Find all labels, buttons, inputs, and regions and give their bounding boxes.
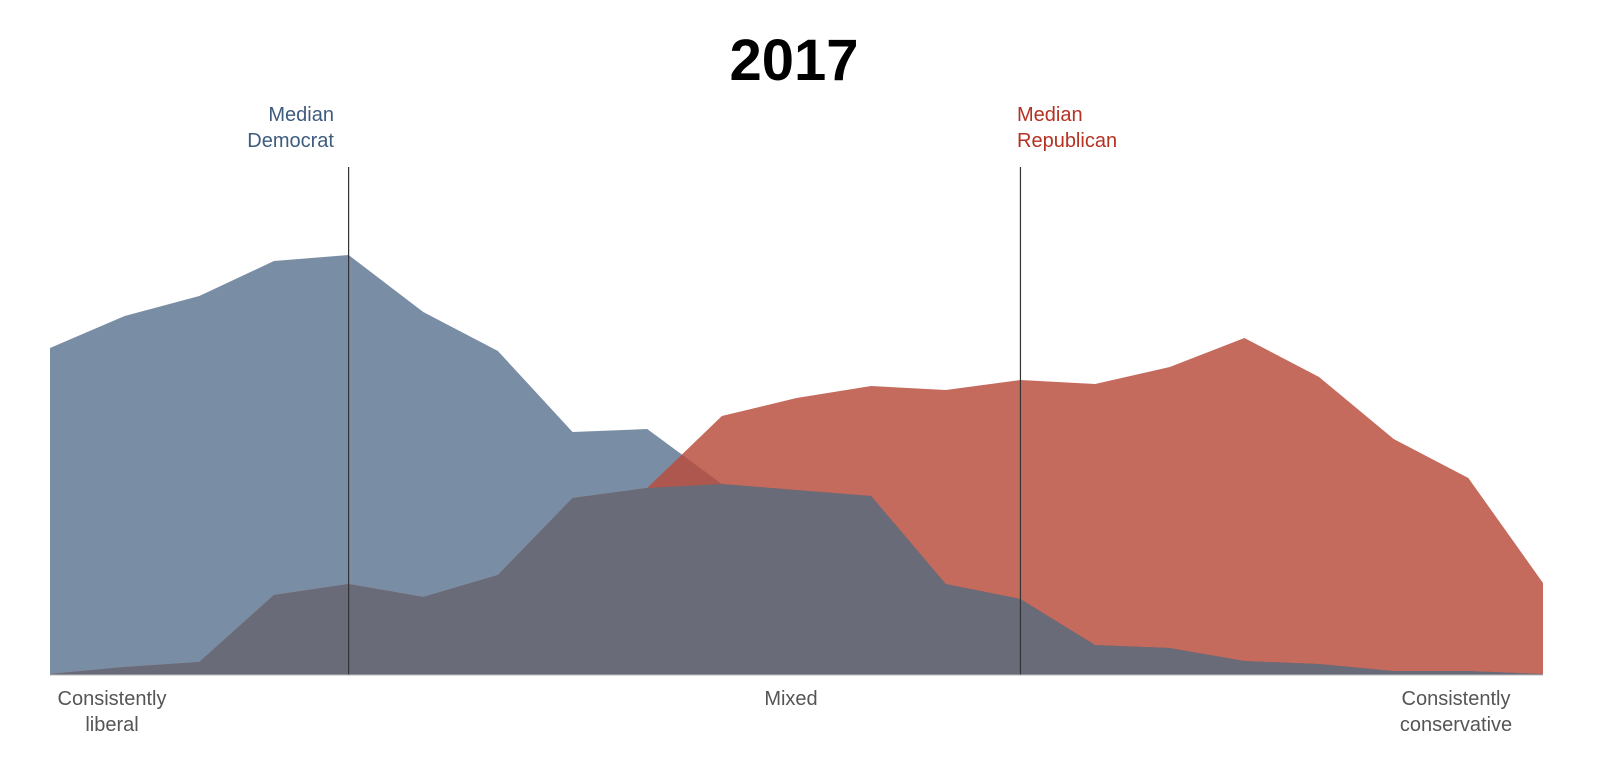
x-label-left-line2: liberal [85,714,138,736]
chart-title: 2017 [729,28,858,93]
x-label-right-line2: conservative [1400,714,1512,736]
area-democrat [50,255,1543,675]
x-label-right-line1: Consistently [1402,688,1511,710]
median-republican-label-line1: Median [1017,104,1083,126]
median-republican-label-line2: Republican [1017,130,1117,152]
area-overlap [50,484,1543,675]
area-layer [50,255,1543,675]
median-democrat-label-line1: Median [268,104,334,126]
median-democrat-label-line2: Democrat [247,130,334,152]
x-label-left-line1: Consistently [58,688,167,710]
x-label-center: Mixed [764,688,817,710]
median-layer [348,167,1022,675]
